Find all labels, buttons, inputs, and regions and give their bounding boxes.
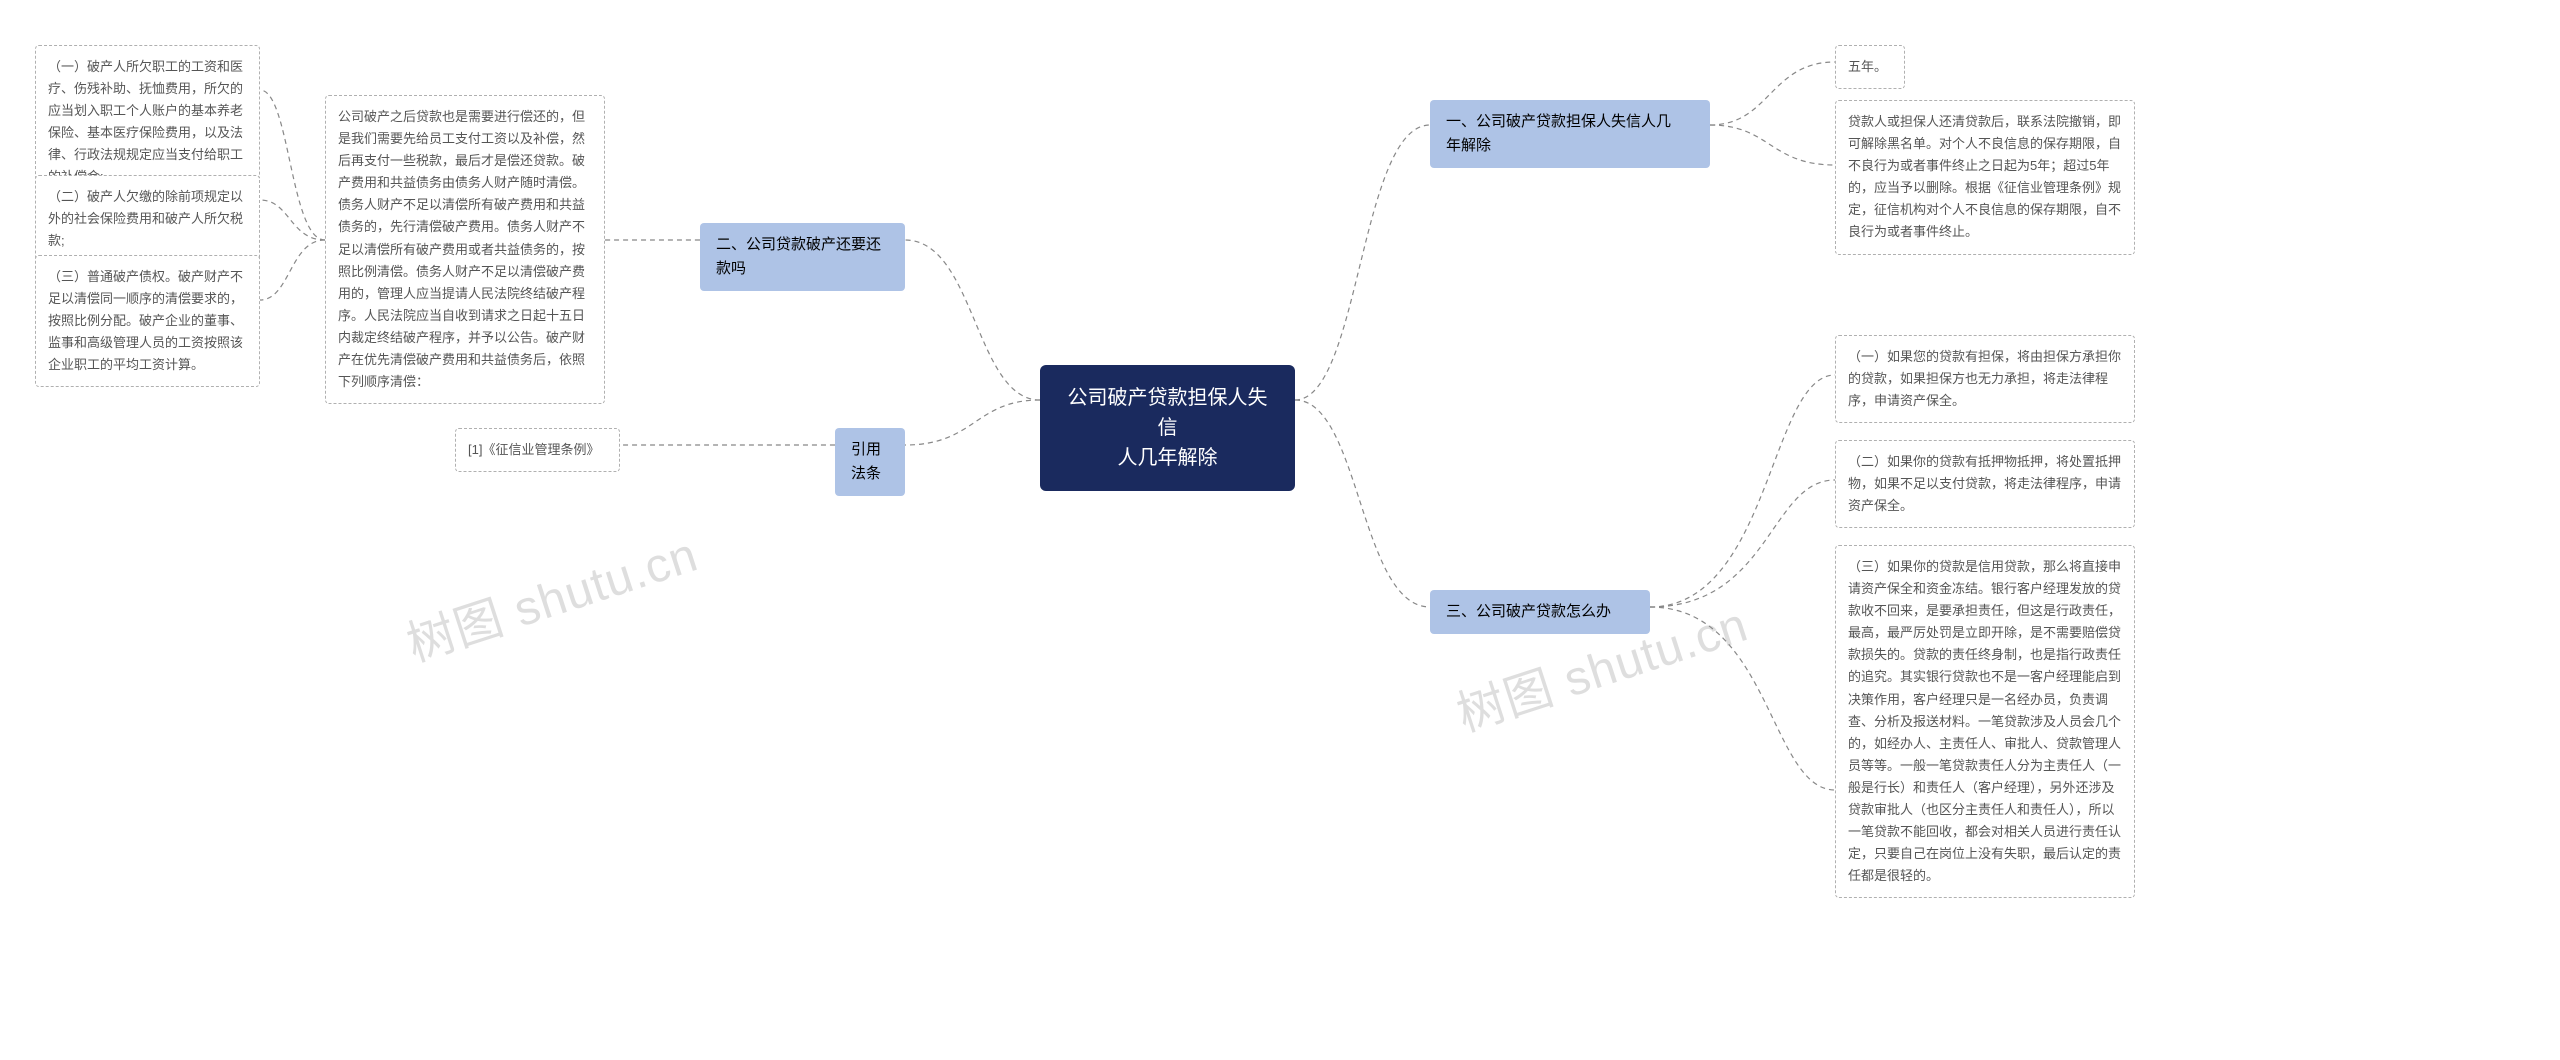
leaf-b4-1: [1]《征信业管理条例》 [455, 428, 620, 472]
leaf-b1-2: 贷款人或担保人还清贷款后，联系法院撤销，即可解除黑名单。对个人不良信息的保存期限… [1835, 100, 2135, 255]
watermark-1: 树图 shutu.cn [397, 515, 706, 675]
branch-3: 三、公司破产贷款怎么办 [1430, 590, 1650, 634]
leaf-b1-1: 五年。 [1835, 45, 1905, 89]
leaf-b2-1: 公司破产之后贷款也是需要进行偿还的，但是我们需要先给员工支付工资以及补偿，然后再… [325, 95, 605, 404]
leaf-b3-2: （二）如果你的贷款有抵押物抵押，将处置抵押物，如果不足以支付贷款，将走法律程序，… [1835, 440, 2135, 528]
branch-4: 引用法条 [835, 428, 905, 496]
branch-2: 二、公司贷款破产还要还款吗 [700, 223, 905, 291]
leaf-b3-1: （一）如果您的贷款有担保，将由担保方承担你的贷款，如果担保方也无力承担，将走法律… [1835, 335, 2135, 423]
leaf-b3-3: （三）如果你的贷款是信用贷款，那么将直接申请资产保全和资金冻结。银行客户经理发放… [1835, 545, 2135, 898]
branch-1: 一、公司破产贷款担保人失信人几 年解除 [1430, 100, 1710, 168]
root-node: 公司破产贷款担保人失信 人几年解除 [1040, 365, 1295, 491]
mindmap-canvas: 树图 shutu.cn 树图 shutu.cn 公司破产贷款担保人失信 人几年解… [0, 0, 2560, 1060]
leaf-b2-3: （二）破产人欠缴的除前项规定以外的社会保险费用和破产人所欠税款; [35, 175, 260, 263]
leaf-b2-4: （三）普通破产债权。破产财产不足以清偿同一顺序的清偿要求的，按照比例分配。破产企… [35, 255, 260, 387]
